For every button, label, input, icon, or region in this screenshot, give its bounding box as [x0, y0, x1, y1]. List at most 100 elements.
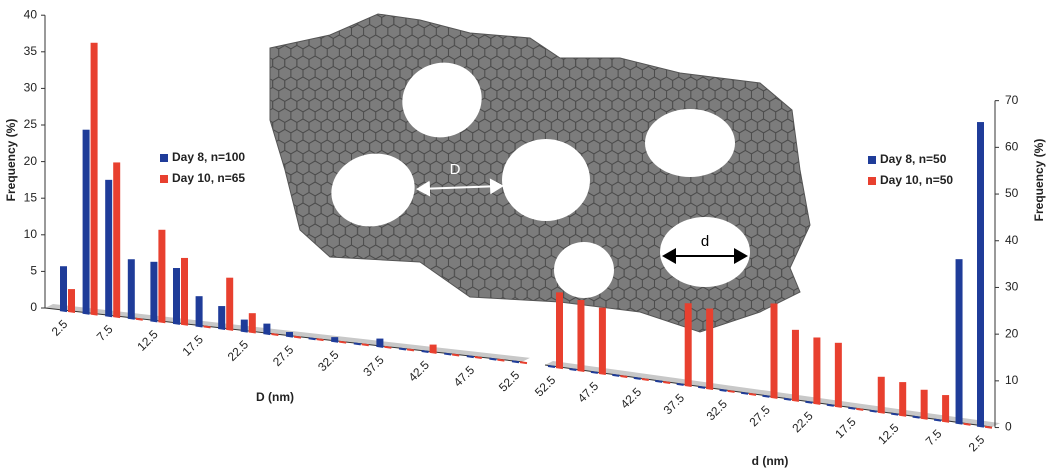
bar-floor — [90, 312, 98, 316]
y-tick-label: 10 — [24, 227, 38, 241]
bar-floor — [590, 370, 599, 374]
bar — [195, 296, 203, 326]
x-tick-label: 52.5 — [496, 368, 523, 395]
graphene-sheet: D d — [269, 13, 811, 333]
y-tick-label: 40 — [24, 7, 38, 21]
bar-floor — [452, 353, 460, 357]
x-tick-label: 27.5 — [270, 342, 297, 369]
bar-floor — [226, 327, 234, 331]
y-tick-label: 30 — [1005, 280, 1019, 294]
bar-floor — [105, 314, 113, 318]
x-tick-label: 47.5 — [451, 363, 478, 390]
bar-floor — [805, 400, 813, 404]
bar-floor — [421, 350, 429, 353]
bar-floor — [67, 310, 76, 314]
bar-floor — [813, 401, 821, 405]
bar-floor — [641, 378, 649, 382]
x-tick-label: 7.5 — [923, 426, 945, 448]
y-tick-label: 20 — [1005, 326, 1019, 340]
bar-floor — [285, 334, 294, 338]
bar — [90, 42, 98, 314]
bar — [955, 259, 963, 423]
bar — [877, 376, 885, 412]
bar — [158, 229, 166, 322]
x-tick-label: 12.5 — [875, 420, 902, 447]
bar — [240, 319, 248, 331]
bar-floor — [240, 329, 248, 333]
bar — [577, 300, 585, 371]
x-tick-label: 2.5 — [966, 432, 988, 454]
bar-floor — [748, 392, 757, 396]
bar-floor — [489, 357, 497, 361]
legend-swatch — [868, 177, 876, 185]
x-axis-title: d (nm) — [752, 454, 789, 468]
bar-floor — [663, 381, 671, 384]
x-tick-label: 47.5 — [575, 379, 602, 406]
x-tick-label: 22.5 — [225, 337, 252, 364]
bar-floor — [263, 332, 271, 336]
y-tick-label: 50 — [1005, 186, 1019, 200]
bar — [429, 344, 437, 352]
bar — [684, 303, 692, 385]
bar — [82, 129, 90, 313]
bar — [331, 337, 339, 341]
bar-floor — [331, 339, 339, 343]
y-tick-label: 70 — [1005, 93, 1019, 107]
y-tick-label: 35 — [24, 44, 38, 58]
bar-floor — [308, 337, 316, 341]
bar-floor — [158, 320, 166, 324]
bar-floor — [676, 382, 684, 386]
bar-floor — [361, 343, 369, 347]
bar-floor — [633, 376, 641, 380]
bar — [127, 259, 135, 318]
bar-floor — [612, 373, 620, 377]
bar-floor — [826, 403, 834, 407]
bar — [556, 292, 563, 368]
bar-floor — [762, 394, 770, 398]
bar-floor — [655, 379, 663, 383]
x-axis — [44, 307, 523, 363]
bar-floor — [620, 375, 628, 379]
legend-label: Day 10, n=65 — [172, 171, 245, 185]
bar-floor — [474, 356, 482, 360]
bar-floor — [869, 409, 877, 413]
y-tick-label: 5 — [30, 264, 37, 278]
bar — [218, 306, 226, 329]
y-tick-label: 0 — [1005, 420, 1012, 434]
bar-floor — [406, 348, 415, 352]
bar — [105, 179, 113, 316]
bar-floor — [770, 395, 778, 399]
diameter-label: d — [701, 233, 709, 250]
bar — [68, 289, 75, 312]
gap-label: D — [450, 161, 461, 178]
bar — [770, 303, 778, 397]
bar-floor — [497, 358, 505, 362]
bar — [263, 323, 271, 334]
bar-floor — [877, 410, 885, 414]
x-tick-label: 37.5 — [360, 353, 387, 380]
bar-floor — [127, 316, 135, 320]
bar-floor — [218, 327, 226, 331]
bar-floor — [933, 418, 942, 422]
bar-floor — [912, 415, 920, 419]
bar — [181, 257, 188, 324]
x-tick-label: 52.5 — [532, 373, 559, 400]
bar-floor — [82, 311, 90, 315]
bar — [286, 332, 293, 336]
bar — [899, 382, 907, 415]
bar-floor — [963, 422, 971, 426]
bar-floor — [172, 321, 181, 325]
bar — [226, 277, 234, 329]
bar-floor — [941, 419, 950, 423]
y-tick-label: 10 — [1005, 373, 1019, 387]
x-tick-label: 17.5 — [180, 332, 207, 359]
bar-floor — [834, 404, 842, 408]
bar — [150, 261, 158, 321]
legend-swatch — [160, 154, 168, 162]
bar — [248, 313, 256, 332]
bar — [920, 389, 928, 418]
bar — [942, 395, 950, 421]
bar-floor — [698, 385, 706, 389]
bar-floor — [740, 391, 749, 395]
